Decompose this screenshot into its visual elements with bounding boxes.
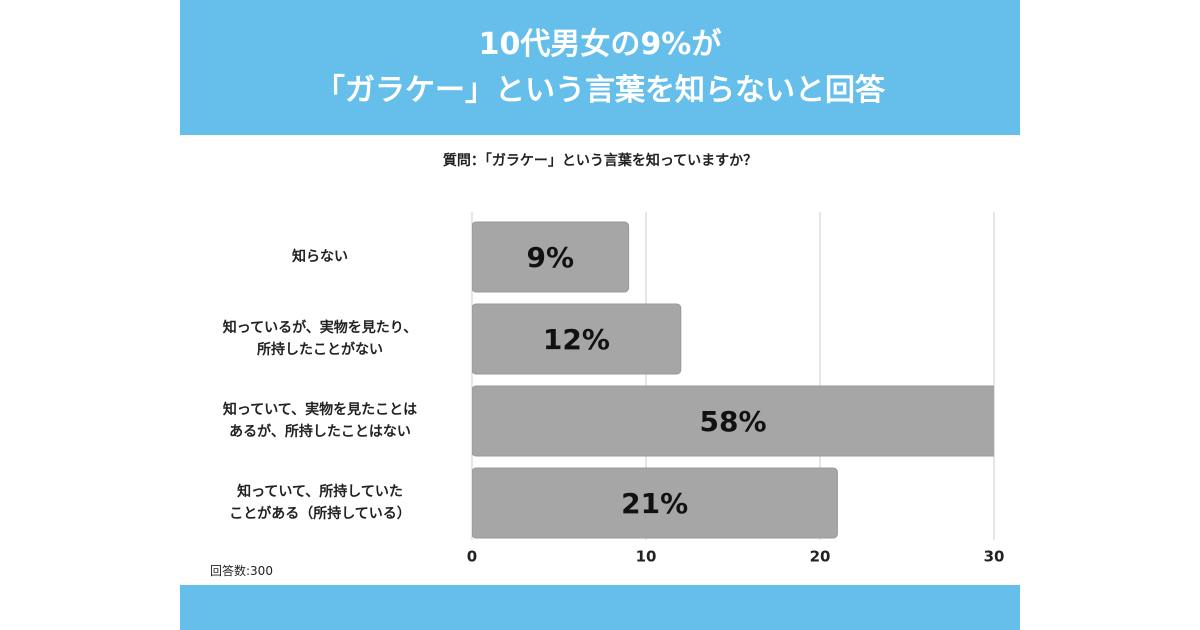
footer-band (180, 585, 1020, 630)
bar (472, 385, 994, 457)
x-tick-label: 0 (467, 548, 477, 566)
header-band (180, 0, 1020, 135)
data-label: 9% (527, 241, 575, 274)
y-tick-label: 知っているが、実物を見たり、 所持したことがない (222, 320, 418, 358)
y-tick-label: 知っていて、所持していた ことがある（所持している） (229, 484, 411, 522)
x-tick-label: 30 (984, 548, 1005, 566)
bar (472, 221, 630, 293)
chart-title: 10代男女の9%が 「ガラケー」という言葉を知らないと回答 (315, 27, 885, 108)
y-tick-label: 知らない (292, 249, 348, 265)
x-tick-label: 10 (636, 548, 657, 566)
data-label: 21% (621, 487, 688, 520)
x-tick-label: 20 (810, 548, 831, 566)
bar (472, 303, 682, 375)
note: 回答数:300 (210, 564, 273, 578)
data-label: 12% (543, 323, 610, 356)
y-tick-label: 知っていて、実物を見たことは あるが、所持したことはない (222, 402, 418, 440)
data-label: 58% (699, 405, 766, 438)
bar (472, 467, 838, 539)
chart-subtitle: 質問：「ガラケー」という言葉を知っていますか？ (442, 153, 758, 169)
